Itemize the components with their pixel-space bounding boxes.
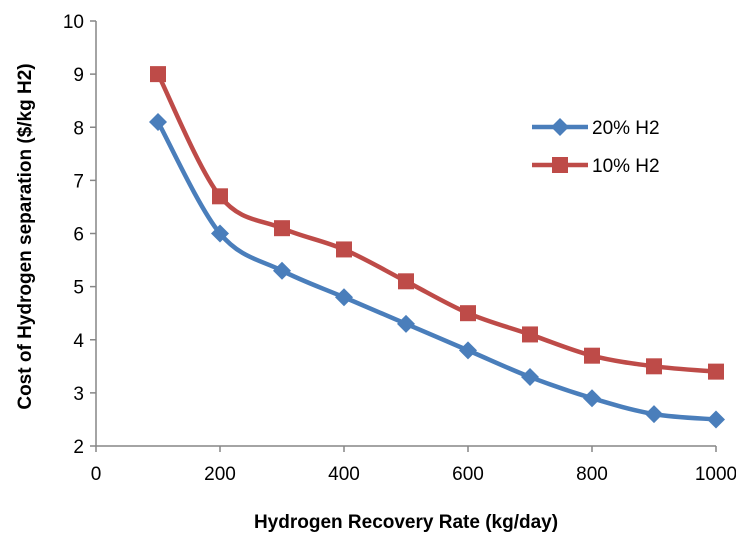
data-point [646, 358, 662, 375]
data-point [459, 341, 477, 360]
data-point [584, 347, 600, 364]
y-tick-label: 3 [73, 384, 84, 405]
legend-label: 10% H2 [592, 156, 660, 177]
y-tick-label: 4 [73, 331, 84, 352]
series-10-h2 [150, 66, 724, 380]
data-point [273, 261, 291, 280]
y-tick-label: 10 [63, 12, 84, 33]
x-tick-label: 1000 [695, 464, 736, 485]
y-axis-ticks: 2 3 4 5 6 7 8 9 10 [63, 12, 96, 458]
y-tick-label: 2 [73, 437, 84, 458]
legend-label: 20% H2 [592, 118, 660, 139]
data-point [335, 288, 353, 307]
series-layer [149, 66, 725, 429]
x-axis-title: Hydrogen Recovery Rate (kg/day) [254, 512, 558, 533]
axes: 2 3 4 5 6 7 8 9 10 0 200 400 600 800 1000 [63, 12, 736, 485]
y-tick-label: 7 [73, 171, 84, 192]
data-point [150, 66, 166, 83]
y-tick-label: 5 [73, 278, 84, 299]
data-point [336, 241, 352, 258]
data-point [211, 224, 229, 243]
series-line-20-h2 [156, 120, 717, 422]
data-point [149, 112, 167, 131]
data-point [521, 367, 539, 386]
legend: 20% H2 10% H2 [532, 118, 660, 177]
legend-item-10-h2: 10% H2 [532, 156, 660, 177]
data-point [398, 273, 414, 290]
x-axis-ticks: 0 200 400 600 800 1000 [91, 446, 736, 485]
series-line-10-h2 [155, 73, 717, 374]
y-tick-label: 8 [73, 118, 84, 139]
x-tick-label: 800 [576, 464, 608, 485]
x-tick-label: 0 [91, 464, 102, 485]
data-point [522, 326, 538, 343]
legend-swatch-marker [551, 118, 569, 136]
data-point [645, 405, 663, 424]
data-point [397, 314, 415, 333]
y-tick-label: 6 [73, 225, 84, 246]
x-tick-label: 400 [328, 464, 360, 485]
data-point [583, 389, 601, 408]
series-20-h2 [149, 112, 725, 429]
x-tick-label: 600 [452, 464, 484, 485]
legend-item-20-h2: 20% H2 [532, 118, 660, 139]
data-point [708, 363, 724, 380]
legend-swatch-marker [552, 157, 568, 173]
x-tick-label: 200 [204, 464, 236, 485]
y-axis-title: Cost of Hydrogen separation ($/kg H2) [15, 63, 36, 409]
data-point [707, 410, 725, 429]
data-point [460, 305, 476, 322]
data-point [212, 188, 228, 205]
y-tick-label: 9 [73, 65, 84, 86]
data-point [274, 220, 290, 237]
